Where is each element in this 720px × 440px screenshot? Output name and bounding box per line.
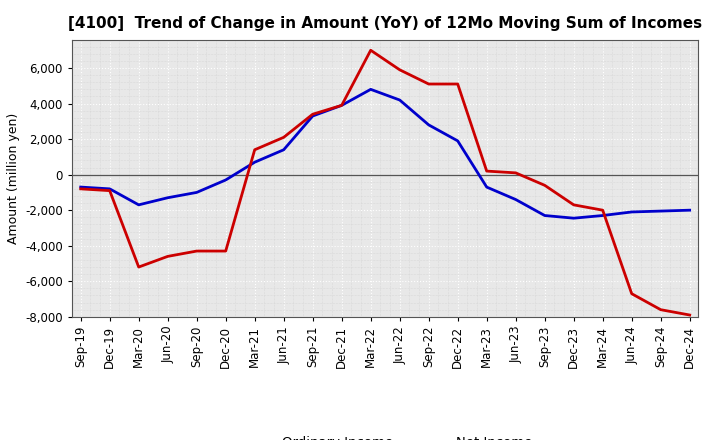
Net Income: [482, 169, 491, 174]
Net Income: [395, 67, 404, 73]
Ordinary Income: [105, 186, 114, 191]
Line: Net Income: Net Income: [81, 50, 690, 315]
Net Income: [541, 183, 549, 188]
Ordinary Income: [627, 209, 636, 215]
Ordinary Income: [570, 216, 578, 221]
Ordinary Income: [308, 114, 317, 119]
Net Income: [424, 81, 433, 87]
Ordinary Income: [279, 147, 288, 152]
Net Income: [570, 202, 578, 208]
Net Income: [511, 170, 520, 176]
Ordinary Income: [76, 184, 85, 190]
Net Income: [279, 135, 288, 140]
Net Income: [221, 249, 230, 254]
Ordinary Income: [395, 97, 404, 103]
Net Income: [135, 264, 143, 270]
Ordinary Income: [192, 190, 201, 195]
Ordinary Income: [598, 213, 607, 218]
Ordinary Income: [424, 122, 433, 128]
Net Income: [338, 103, 346, 108]
Ordinary Income: [541, 213, 549, 218]
Net Income: [627, 291, 636, 297]
Net Income: [192, 249, 201, 254]
Ordinary Income: [338, 103, 346, 108]
Ordinary Income: [163, 195, 172, 200]
Ordinary Income: [135, 202, 143, 208]
Net Income: [366, 48, 375, 53]
Ordinary Income: [482, 184, 491, 190]
Ordinary Income: [685, 208, 694, 213]
Ordinary Income: [511, 197, 520, 202]
Net Income: [163, 254, 172, 259]
Net Income: [598, 208, 607, 213]
Legend: Ordinary Income, Net Income: Ordinary Income, Net Income: [233, 431, 538, 440]
Title: [4100]  Trend of Change in Amount (YoY) of 12Mo Moving Sum of Incomes: [4100] Trend of Change in Amount (YoY) o…: [68, 16, 702, 32]
Net Income: [685, 312, 694, 318]
Ordinary Income: [454, 138, 462, 143]
Net Income: [251, 147, 259, 152]
Line: Ordinary Income: Ordinary Income: [81, 89, 690, 218]
Net Income: [76, 186, 85, 191]
Net Income: [308, 112, 317, 117]
Y-axis label: Amount (million yen): Amount (million yen): [6, 113, 19, 244]
Ordinary Income: [251, 160, 259, 165]
Net Income: [454, 81, 462, 87]
Net Income: [657, 307, 665, 312]
Ordinary Income: [366, 87, 375, 92]
Ordinary Income: [657, 209, 665, 214]
Ordinary Income: [221, 177, 230, 183]
Net Income: [105, 188, 114, 193]
